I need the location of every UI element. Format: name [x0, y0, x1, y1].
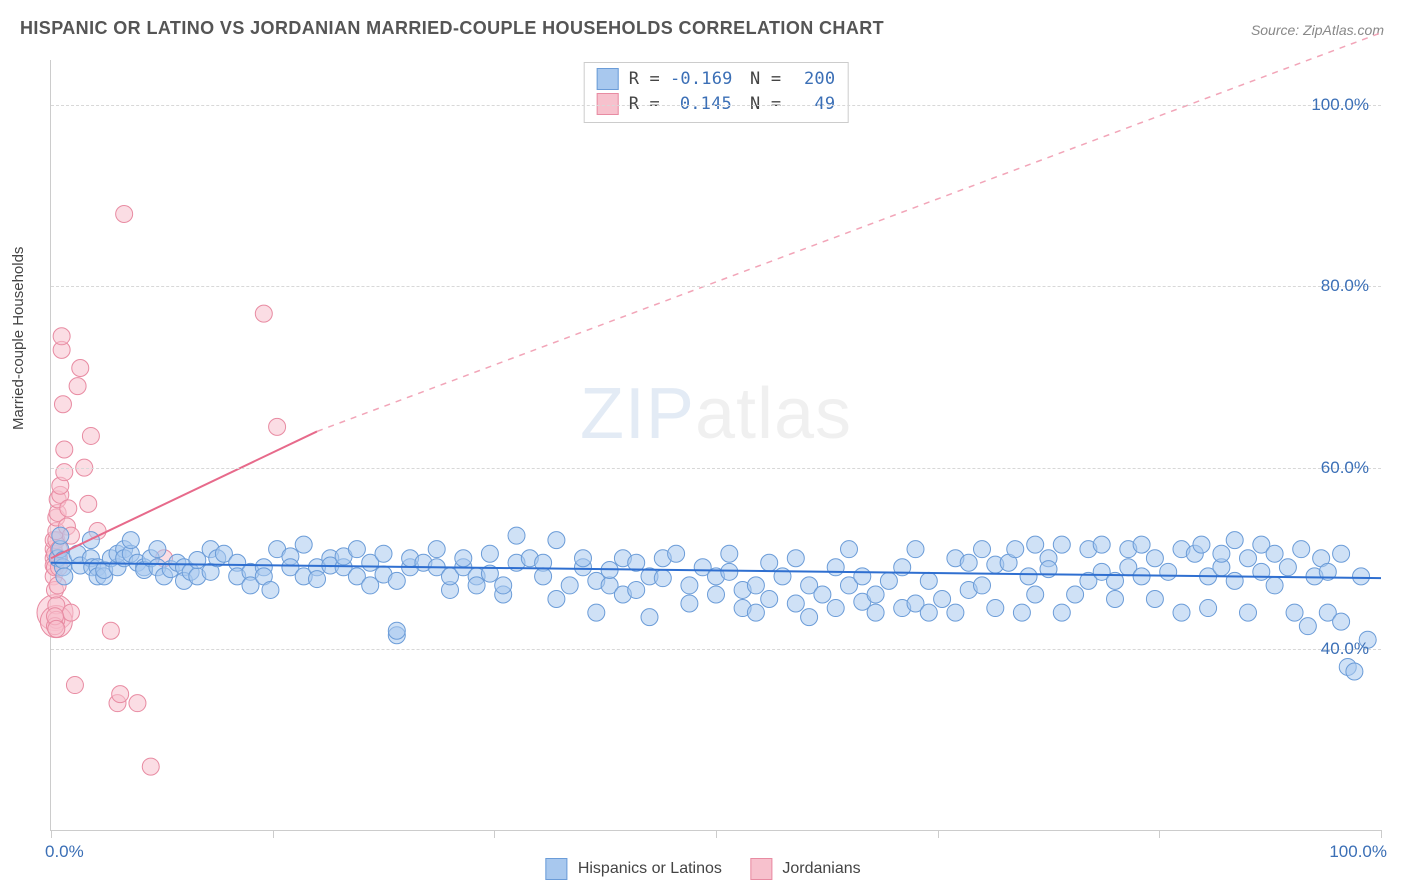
statbox-swatch-1: [597, 68, 619, 90]
y-tick-label: 80.0%: [1321, 276, 1369, 296]
x-tick: [51, 830, 52, 838]
statbox-nval-1: 200: [791, 67, 835, 92]
x-tick-first: 0.0%: [45, 842, 84, 862]
statbox-rlabel-1: R =: [629, 67, 660, 92]
statbox-nlabel-2: N =: [750, 92, 781, 117]
gridline: [51, 286, 1381, 287]
gridline: [51, 649, 1381, 650]
y-tick-label: 40.0%: [1321, 639, 1369, 659]
scatter-svg: [51, 60, 1381, 830]
y-tick-label: 60.0%: [1321, 458, 1369, 478]
x-tick: [273, 830, 274, 838]
statbox-nlabel-1: N =: [750, 67, 781, 92]
chart-title: HISPANIC OR LATINO VS JORDANIAN MARRIED-…: [20, 18, 884, 39]
x-tick: [716, 830, 717, 838]
y-tick-label: 100.0%: [1311, 95, 1369, 115]
chart-container: HISPANIC OR LATINO VS JORDANIAN MARRIED-…: [0, 0, 1406, 892]
statbox-rlabel-2: R =: [629, 92, 660, 117]
statbox-rval-1: -0.169: [670, 67, 732, 92]
x-tick: [1381, 830, 1382, 838]
statbox-swatch-2: [597, 93, 619, 115]
statbox-row-1: R = -0.169 N = 200: [597, 67, 836, 92]
legend-swatch-2: [750, 858, 772, 880]
statbox-row-2: R = 0.145 N = 49: [597, 92, 836, 117]
legend-label-2: Jordanians: [782, 860, 860, 877]
source-attribution: Source: ZipAtlas.com: [1251, 22, 1384, 38]
x-tick: [1159, 830, 1160, 838]
y-axis-label: Married-couple Households: [10, 247, 27, 430]
statbox-rval-2: 0.145: [670, 92, 732, 117]
gridline: [51, 105, 1381, 106]
correlation-statbox: R = -0.169 N = 200 R = 0.145 N = 49: [584, 62, 849, 123]
statbox-nval-2: 49: [791, 92, 835, 117]
bottom-legend: Hispanics or Latinos Jordanians: [545, 858, 860, 880]
legend-item-1: Hispanics or Latinos: [545, 858, 722, 880]
x-tick: [938, 830, 939, 838]
legend-swatch-1: [545, 858, 567, 880]
gridline: [51, 468, 1381, 469]
x-tick: [494, 830, 495, 838]
x-tick-last: 100.0%: [1329, 842, 1387, 862]
plot-area: ZIPatlas R = -0.169 N = 200 R = 0.145 N …: [50, 60, 1381, 831]
legend-label-1: Hispanics or Latinos: [578, 860, 722, 877]
legend-item-2: Jordanians: [750, 858, 861, 880]
